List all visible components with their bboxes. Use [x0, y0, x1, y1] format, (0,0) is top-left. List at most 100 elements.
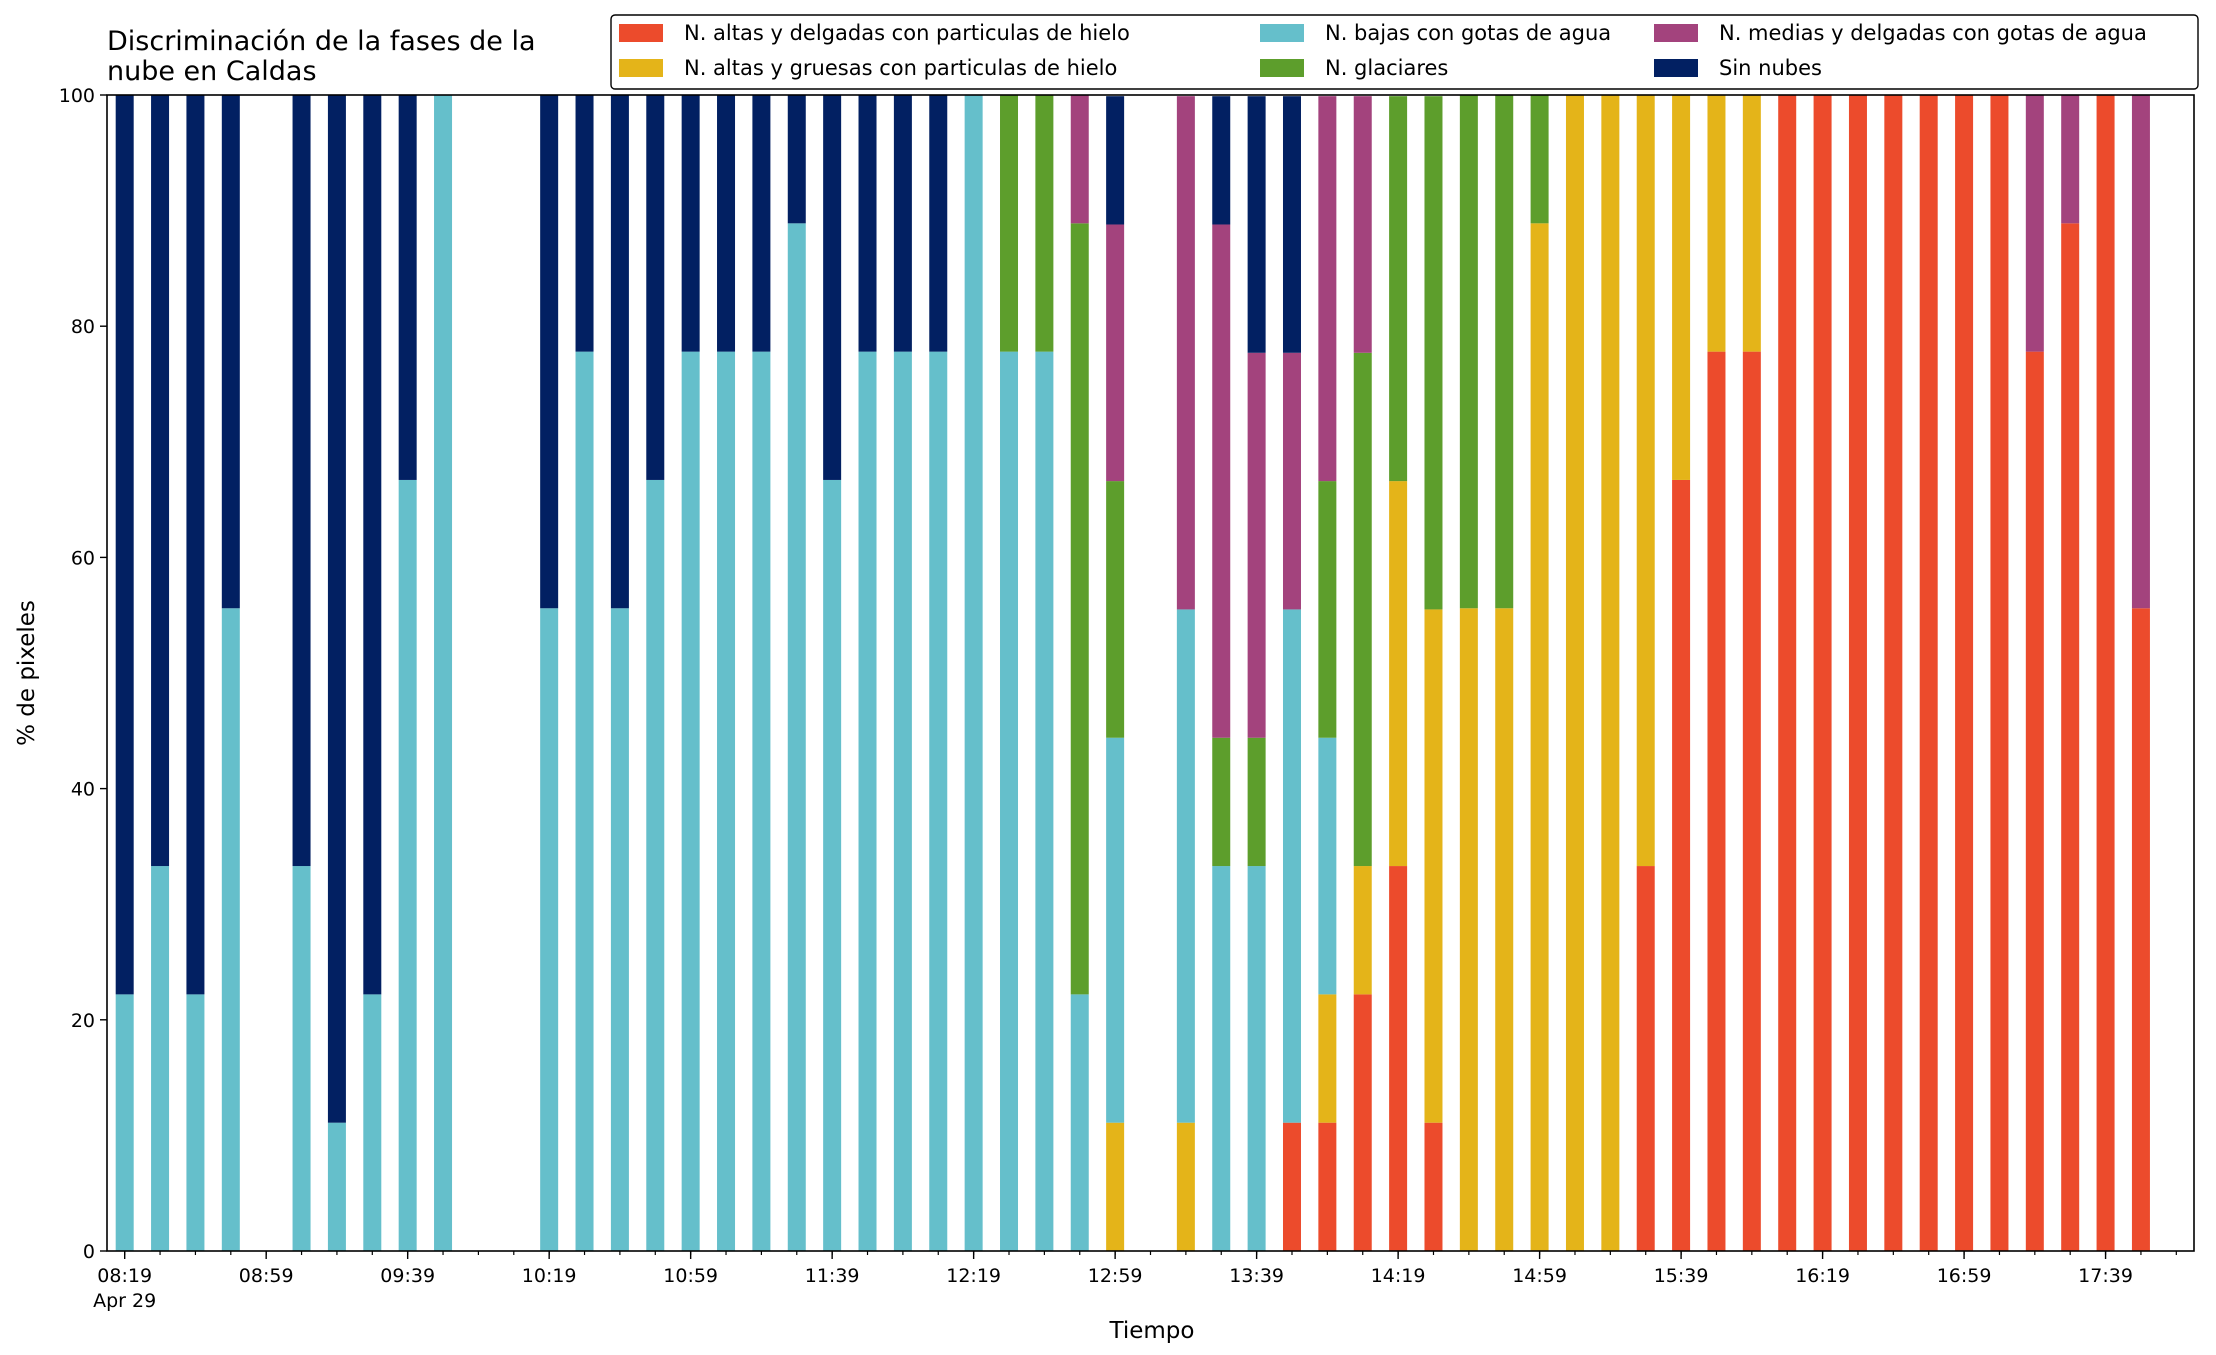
bar-segment — [575, 95, 594, 352]
y-tick-label: 80 — [71, 316, 95, 338]
x-tick-label: 12:19 — [946, 1265, 1001, 1287]
bar-segment — [2061, 95, 2080, 224]
y-axis: 0 20 40 60 80 100 — [59, 85, 107, 1263]
x-tick-label: 15:39 — [1654, 1265, 1709, 1287]
bar-segment — [327, 1122, 346, 1251]
legend-swatch — [1260, 24, 1304, 42]
bar-segment — [681, 95, 700, 352]
bar-segment — [964, 95, 983, 1251]
bar-segment — [1070, 95, 1089, 224]
bar-segment — [646, 479, 665, 1251]
legend-swatch — [1654, 24, 1698, 42]
bar-segment — [823, 479, 842, 1251]
x-tick-label: 13:39 — [1229, 1265, 1284, 1287]
bar-segment — [1495, 95, 1514, 609]
y-tick-label: 100 — [59, 85, 95, 107]
bar-segment — [1106, 737, 1125, 1123]
bar-segment — [858, 351, 877, 1251]
chart-title: Discriminación de la fases de la nube en … — [107, 26, 536, 87]
bar-segment — [1035, 351, 1054, 1251]
bar-segment — [717, 95, 736, 352]
bar-segment — [717, 351, 736, 1251]
bar-segment — [1707, 95, 1726, 352]
y-tick-label: 60 — [71, 547, 95, 569]
bar-segment — [1247, 866, 1266, 1251]
chart-title-line: nube en Caldas — [107, 56, 317, 87]
bar-segment — [1106, 481, 1125, 738]
bar-segment — [1353, 994, 1372, 1251]
x-tick-label: 16:59 — [1937, 1265, 1992, 1287]
bar-segment — [1318, 994, 1337, 1123]
bar-segment — [1318, 737, 1337, 995]
bar-segment — [1990, 95, 2009, 1251]
bar-segment — [1636, 866, 1655, 1251]
bar-segment — [2061, 223, 2080, 1251]
bar-segment — [1389, 96, 1408, 482]
bar-segment — [1176, 96, 1195, 610]
x-axis: 08:19 Apr 29 08:59 09:39 10:19 10:59 11:39 12:1… — [93, 1251, 2177, 1312]
bar-segment — [398, 479, 417, 1251]
bar-segment — [327, 95, 346, 1123]
bar-segment — [752, 95, 771, 352]
bar-segment — [1636, 95, 1655, 867]
bar-segment — [1318, 96, 1337, 482]
bar-segment — [646, 95, 665, 480]
bar-segment — [292, 866, 311, 1251]
bar-segment — [1778, 95, 1797, 1251]
x-tick-label: 08:19 — [97, 1265, 152, 1287]
legend-label: N. bajas con gotas de agua — [1325, 21, 1611, 45]
bar-segment — [1318, 481, 1337, 738]
bar-segment — [929, 95, 948, 352]
bar-segment — [115, 994, 134, 1251]
bar-segment — [1742, 351, 1761, 1251]
bar-segment — [1070, 223, 1089, 995]
bar-segment — [893, 95, 912, 352]
bar-segment — [610, 95, 629, 609]
bar-segment — [1212, 866, 1231, 1251]
bar-segment — [1318, 1122, 1337, 1251]
bar-segment — [1424, 1122, 1443, 1251]
y-axis-label: % de pixeles — [14, 600, 40, 746]
bar-segment — [363, 994, 382, 1251]
bar-segment — [2131, 608, 2150, 1251]
bar-segment — [1530, 95, 1549, 224]
legend-swatch — [619, 24, 663, 42]
bar-segment — [1212, 737, 1231, 867]
bar-segment — [1247, 96, 1266, 353]
bar-segment — [1176, 1122, 1195, 1251]
bar-segment — [186, 95, 205, 995]
bar-segment — [1424, 609, 1443, 1123]
bar-segment — [1707, 351, 1726, 1251]
bar-segment — [363, 95, 382, 995]
bar-segment — [1000, 351, 1019, 1251]
bar-segment — [929, 351, 948, 1251]
x-tick-label: 11:39 — [805, 1265, 860, 1287]
legend-label: N. medias y delgadas con gotas de agua — [1719, 21, 2147, 45]
bar-segment — [1389, 866, 1408, 1251]
x-tick-label: 12:59 — [1088, 1265, 1143, 1287]
bar-segment — [1424, 96, 1443, 610]
y-tick-label: 20 — [71, 1010, 95, 1032]
bar-segment — [1000, 95, 1019, 352]
bar-segment — [1035, 95, 1054, 352]
legend-label: N. altas y delgadas con particulas de hi… — [684, 21, 1130, 45]
bar-segment — [1212, 96, 1231, 225]
legend-label: N. altas y gruesas con particulas de hie… — [684, 56, 1117, 80]
bar-segment — [2025, 95, 2044, 352]
x-tick-label: 10:19 — [522, 1265, 577, 1287]
bar-segment — [151, 866, 170, 1251]
bar-segment — [1212, 224, 1231, 738]
bar-segment — [540, 608, 559, 1251]
bar-segment — [115, 95, 134, 995]
bar-segment — [575, 351, 594, 1251]
legend-frame — [610, 14, 2199, 90]
bar-segment — [858, 95, 877, 352]
legend-swatch — [619, 59, 663, 77]
x-axis-label: Tiempo — [1109, 1318, 1195, 1344]
legend: N. altas y delgadas con particulas de hi… — [610, 14, 2199, 90]
bar-segment — [1070, 994, 1089, 1251]
bar-segment — [1106, 1122, 1125, 1251]
bar-segment — [292, 95, 311, 867]
